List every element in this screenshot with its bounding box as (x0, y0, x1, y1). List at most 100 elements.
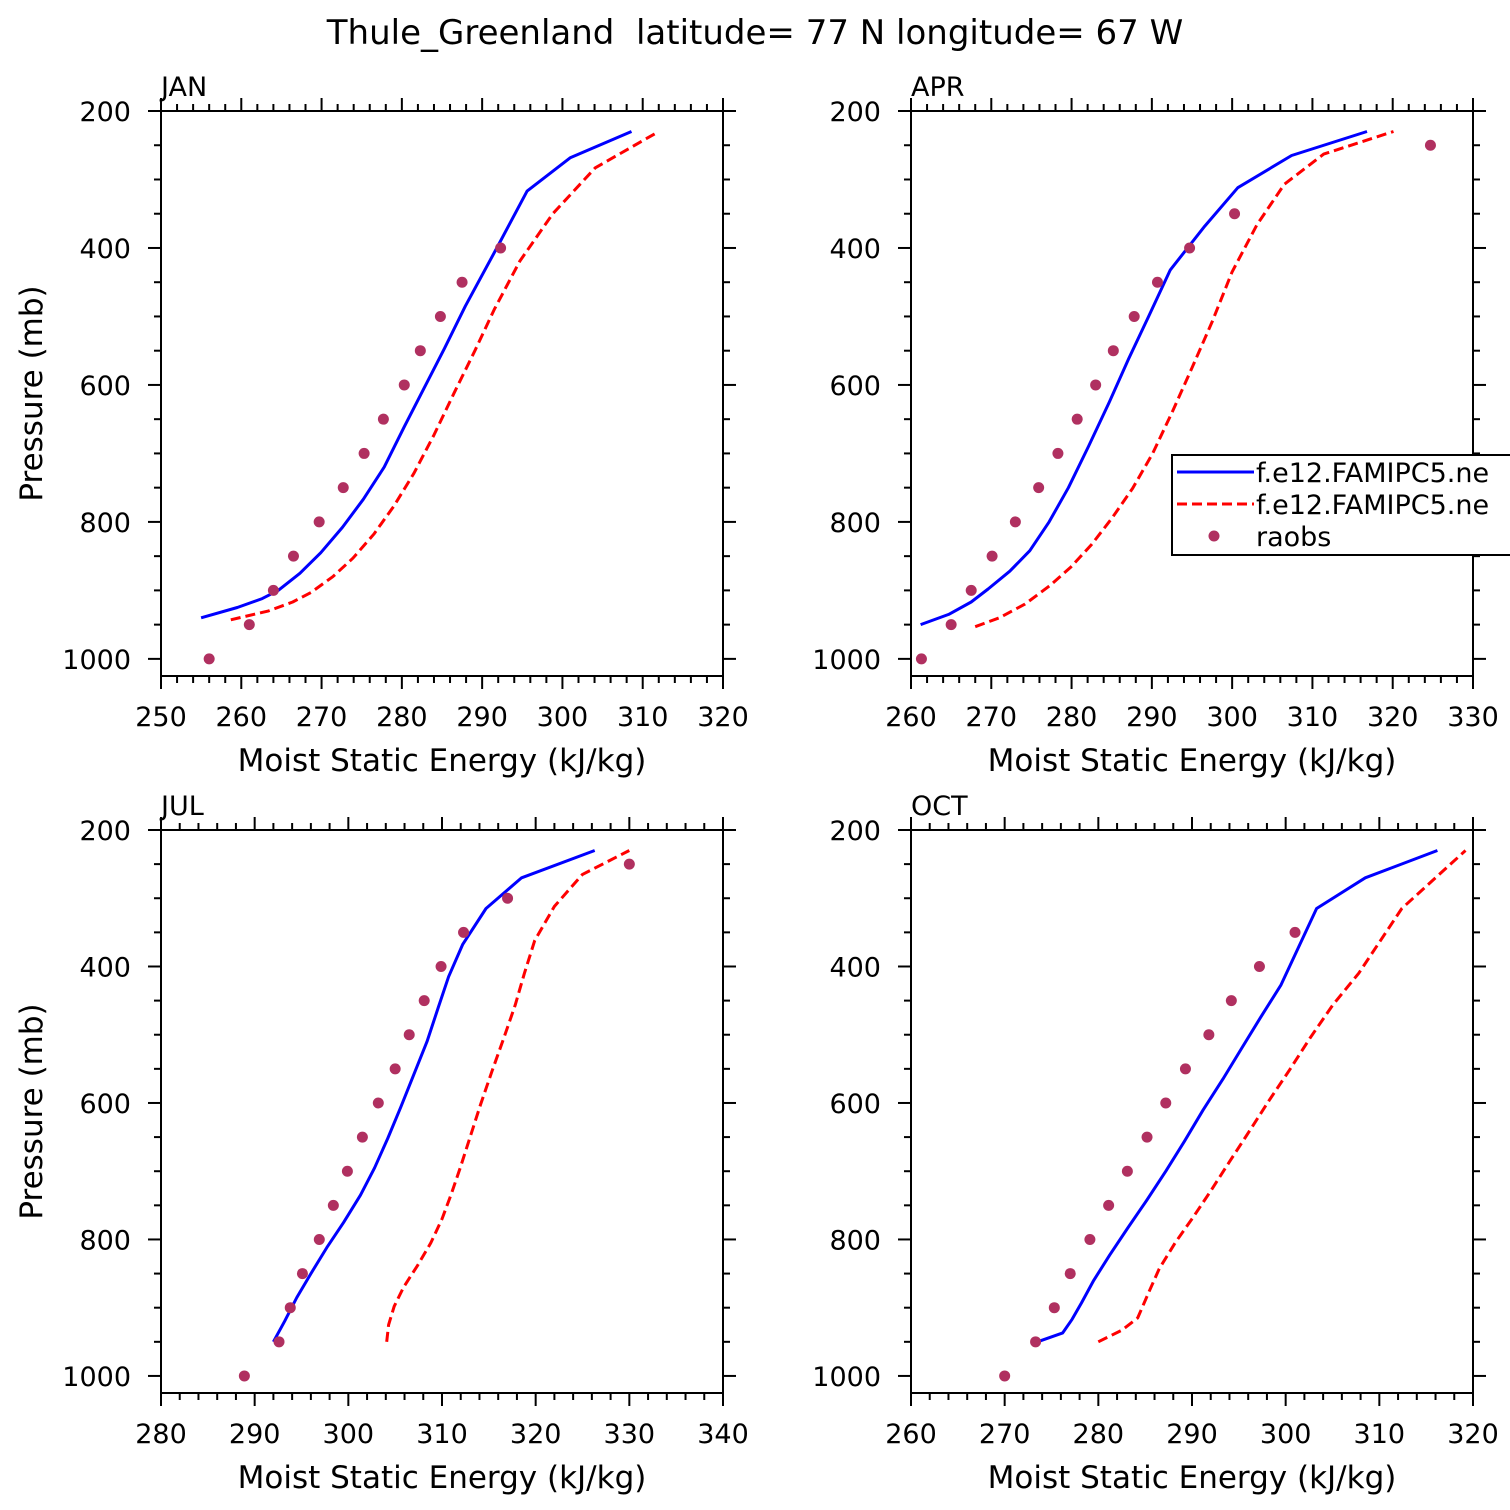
series-line-dashed (230, 130, 660, 622)
legend-label: f.e12.FAMIPC5.ne (1256, 458, 1489, 489)
raobs-point (1009, 516, 1021, 528)
x-tick-label: 270 (296, 702, 348, 733)
y-tick-label: 800 (79, 508, 131, 539)
plot-frame-jul (160, 829, 724, 1394)
panel-title-jan: JAN (159, 72, 207, 103)
raobs-point (945, 619, 957, 631)
x-tick-label: 300 (1206, 702, 1258, 733)
x-tick-label: 310 (416, 1419, 468, 1450)
raobs-point (414, 345, 426, 357)
panel-title-jul: JUL (159, 791, 204, 822)
raobs-point (313, 1233, 325, 1245)
raobs-point (327, 1199, 339, 1211)
legend-label: f.e12.FAMIPC5.ne (1256, 490, 1489, 521)
raobs-point (1184, 242, 1196, 254)
y-tick-label: 600 (79, 1089, 131, 1120)
x-tick-label: 320 (1367, 702, 1419, 733)
plot-frame-apr (910, 110, 1474, 677)
raobs-point (403, 1029, 415, 1041)
raobs-point (495, 242, 507, 254)
legend-marker (1208, 530, 1220, 542)
x-tick-label: 290 (456, 702, 508, 733)
x-tick-label: 330 (604, 1419, 656, 1450)
raobs-point (358, 447, 370, 459)
raobs-point (398, 379, 410, 391)
y-axis-label: Pressure (mb) (14, 285, 50, 501)
y-tick-label: 800 (79, 1225, 131, 1256)
raobs-point (1084, 1233, 1096, 1245)
x-tick-label: 320 (697, 702, 749, 733)
y-tick-label: 1000 (62, 645, 131, 676)
raobs-point (1071, 413, 1083, 425)
x-axis-label: Moist Static Energy (kJ/kg) (238, 743, 647, 779)
raobs-point (623, 858, 635, 870)
x-tick-label: 290 (1126, 702, 1178, 733)
data-area (999, 849, 1467, 1382)
raobs-point (1160, 1097, 1172, 1109)
raobs-point (1090, 379, 1102, 391)
raobs-point (296, 1268, 308, 1280)
x-tick-label: 260 (885, 702, 937, 733)
legend-label: raobs (1256, 522, 1331, 553)
raobs-point (287, 550, 299, 562)
y-tick-label: 200 (829, 816, 881, 847)
data-area (915, 130, 1436, 665)
raobs-point (389, 1063, 401, 1075)
y-tick-label: 600 (829, 371, 881, 402)
x-tick-label: 270 (979, 1419, 1031, 1450)
raobs-point (418, 995, 430, 1007)
y-tick-label: 600 (79, 371, 131, 402)
plot-frame-oct (910, 829, 1474, 1394)
raobs-point (1103, 1199, 1115, 1211)
raobs-point (203, 653, 215, 665)
raobs-point (434, 310, 446, 322)
raobs-point (1203, 1029, 1215, 1041)
raobs-point (435, 960, 447, 972)
y-tick-label: 1000 (812, 645, 881, 676)
raobs-point (915, 653, 927, 665)
x-tick-label: 290 (229, 1419, 281, 1450)
panel-apr: APR 260 270 280 290 300 310 320 330 200 400 600 800 1… (812, 72, 1510, 779)
y-tick-label: 400 (829, 952, 881, 983)
series-line-dashed (1097, 849, 1467, 1344)
raobs-point (267, 584, 279, 596)
y-tick-label: 200 (829, 97, 881, 128)
panel-jan: JAN 250 260 270 280 290 300 310 320 200 400 600 800 1… (14, 72, 749, 779)
raobs-point (273, 1336, 285, 1348)
series-line-dashed (385, 849, 630, 1342)
x-tick-label: 280 (376, 702, 428, 733)
y-tick-label: 1000 (812, 1362, 881, 1393)
x-tick-label: 260 (216, 702, 268, 733)
y-tick-label: 400 (79, 952, 131, 983)
x-tick-label: 280 (135, 1419, 187, 1450)
raobs-point (999, 1370, 1011, 1382)
x-tick-label: 280 (1073, 1419, 1125, 1450)
x-tick-label: 260 (885, 1419, 937, 1450)
raobs-point (965, 584, 977, 596)
plot-frame-jan (160, 110, 724, 677)
raobs-point (1424, 139, 1436, 151)
raobs-point (1229, 208, 1241, 220)
raobs-point (356, 1131, 368, 1143)
series-line-solid (272, 849, 596, 1343)
raobs-point (1179, 1063, 1191, 1075)
x-tick-label: 300 (1260, 1419, 1312, 1450)
y-tick-label: 400 (829, 234, 881, 265)
raobs-point (502, 892, 514, 904)
x-axis-label: Moist Static Energy (kJ/kg) (988, 1460, 1397, 1496)
panel-title-apr: APR (911, 72, 965, 103)
x-axis-label: Moist Static Energy (kJ/kg) (988, 743, 1397, 779)
x-tick-label: 310 (1354, 1419, 1406, 1450)
raobs-point (337, 482, 349, 494)
raobs-point (377, 413, 389, 425)
data-area (200, 130, 660, 665)
series-line-solid (1037, 849, 1438, 1344)
panel-jul: JUL 280 290 300 310 320 330 340 200 400 600 800 1000… (14, 791, 749, 1496)
raobs-point (238, 1370, 250, 1382)
y-tick-label: 1000 (62, 1362, 131, 1393)
raobs-point (284, 1302, 296, 1314)
raobs-point (1121, 1165, 1133, 1177)
raobs-point (1030, 1336, 1042, 1348)
y-tick-label: 800 (829, 1225, 881, 1256)
x-tick-label: 340 (697, 1419, 749, 1450)
